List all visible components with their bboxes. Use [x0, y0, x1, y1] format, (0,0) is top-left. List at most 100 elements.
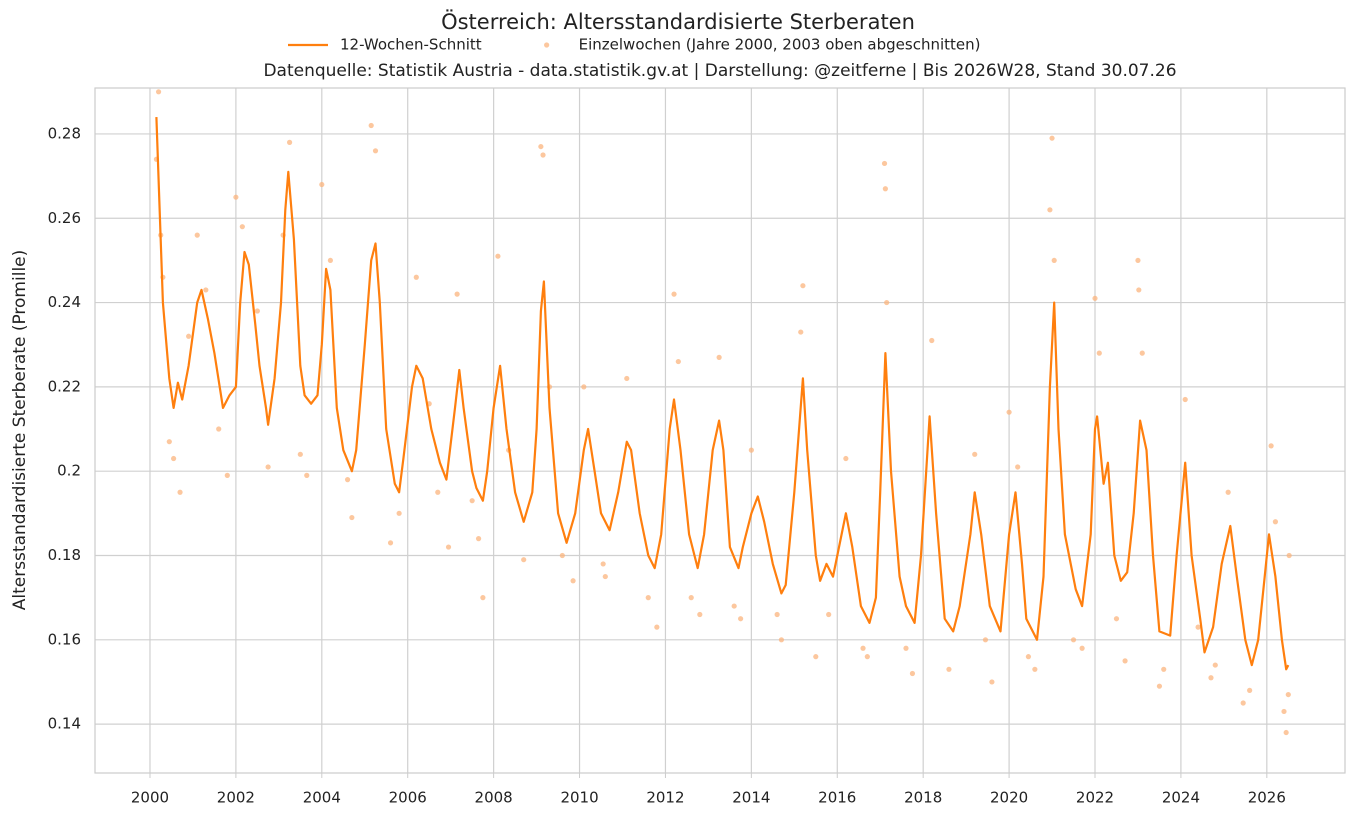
data-point — [1096, 350, 1102, 356]
data-point — [909, 670, 916, 677]
data-point — [1161, 666, 1167, 672]
data-point — [254, 308, 260, 314]
y-tick-label: 0.18 — [48, 546, 81, 564]
data-point — [559, 552, 565, 559]
data-point — [1070, 637, 1077, 643]
data-point — [1195, 624, 1201, 630]
x-tick-label: 2004 — [303, 789, 341, 807]
data-point — [972, 451, 978, 457]
data-point — [882, 186, 888, 192]
data-point — [1015, 464, 1021, 470]
x-tick-label: 2024 — [1162, 789, 1200, 807]
data-point — [1240, 700, 1246, 706]
x-tick-label: 2026 — [1248, 789, 1286, 807]
x-tick-label: 2014 — [732, 789, 770, 807]
data-point — [1286, 552, 1292, 559]
data-point — [1212, 662, 1218, 668]
data-point — [1268, 443, 1274, 449]
data-point — [1247, 687, 1253, 693]
data-point — [540, 152, 546, 158]
data-point — [1225, 489, 1231, 495]
data-point — [1032, 666, 1038, 672]
data-point — [581, 384, 587, 390]
data-point — [166, 439, 172, 445]
y-tick-label: 0.28 — [48, 124, 81, 142]
data-point — [521, 557, 527, 563]
data-point — [748, 447, 754, 453]
y-tick-label: 0.26 — [48, 209, 81, 227]
data-point — [881, 160, 888, 167]
data-point — [538, 143, 544, 150]
data-point — [1208, 675, 1214, 681]
data-point — [813, 654, 819, 660]
data-point — [495, 253, 501, 259]
plot-frame — [94, 87, 1346, 774]
y-tick-label: 0.14 — [48, 715, 81, 733]
data-point — [344, 477, 351, 483]
data-point — [884, 299, 890, 306]
data-point — [286, 139, 293, 145]
data-point — [372, 148, 379, 154]
data-point — [903, 645, 909, 651]
data-point — [946, 666, 952, 672]
data-point — [1156, 683, 1163, 689]
data-point — [688, 595, 694, 601]
data-point — [304, 472, 310, 478]
data-point — [239, 224, 245, 230]
data-point — [475, 536, 482, 542]
y-axis-label: Altersstandardisierte Sterberate (Promil… — [10, 250, 30, 611]
legend-swatch — [544, 42, 550, 48]
data-point — [864, 654, 870, 660]
data-point — [327, 257, 333, 264]
data-point — [1283, 729, 1289, 736]
data-point — [454, 291, 460, 297]
data-point — [171, 455, 177, 462]
data-point — [1281, 708, 1287, 715]
data-point — [1025, 654, 1032, 660]
data-point — [445, 544, 452, 550]
legend-label: 12-Wochen-Schnitt — [340, 36, 482, 54]
data-point — [800, 283, 806, 289]
x-tick-label: 2022 — [1076, 789, 1114, 807]
x-tick-label: 2016 — [818, 789, 856, 807]
x-tick-label: 2006 — [389, 789, 427, 807]
chart-subtitle: Datenquelle: Statistik Austria - data.st… — [263, 61, 1176, 81]
x-tick-label: 2012 — [646, 789, 684, 807]
data-point — [1272, 519, 1279, 525]
data-point — [413, 274, 419, 280]
data-point — [396, 510, 402, 516]
data-point — [155, 89, 162, 95]
x-tick-label: 2000 — [131, 789, 169, 807]
chart-title: Österreich: Altersstandardisierte Sterbe… — [441, 9, 915, 34]
data-point — [1049, 135, 1055, 141]
data-point — [435, 489, 441, 495]
data-point — [233, 194, 239, 200]
data-point — [697, 611, 703, 618]
data-point — [1122, 658, 1128, 664]
data-point — [774, 611, 780, 618]
x-tick-label: 2002 — [217, 789, 255, 807]
data-point — [1051, 257, 1057, 264]
data-point — [319, 181, 325, 188]
data-point — [860, 645, 866, 651]
data-point — [671, 291, 677, 297]
data-point — [349, 514, 355, 521]
data-point — [600, 561, 606, 567]
data-point — [387, 540, 394, 546]
y-tick-label: 0.16 — [48, 630, 81, 648]
y-tick-label: 0.2 — [57, 462, 81, 480]
y-tick-label: 0.22 — [48, 377, 81, 395]
data-point — [1006, 409, 1012, 415]
data-point — [570, 578, 576, 584]
data-point — [675, 358, 681, 365]
data-point — [194, 232, 200, 238]
data-point — [716, 354, 722, 360]
data-point — [368, 122, 374, 129]
data-point — [645, 595, 651, 601]
data-point — [602, 573, 608, 580]
data-point — [843, 455, 849, 462]
data-point — [778, 637, 785, 643]
data-point — [1182, 396, 1188, 403]
data-point — [1136, 287, 1142, 293]
